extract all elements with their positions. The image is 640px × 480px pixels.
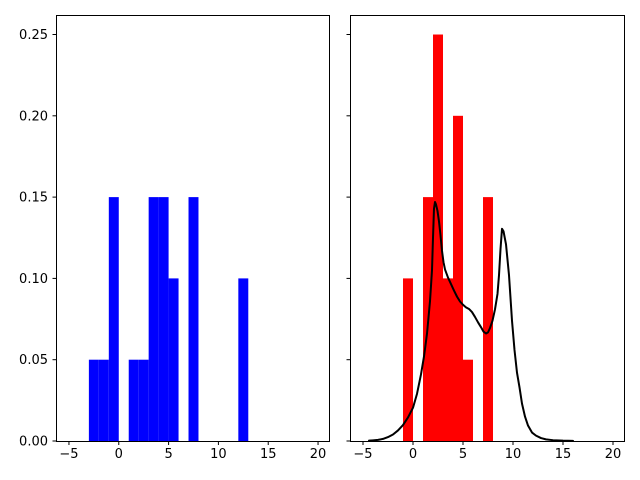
- histogram-bar: [108, 197, 119, 441]
- kde-curve: [368, 200, 574, 442]
- histogram-bar: [128, 359, 139, 441]
- histogram-bar: [483, 197, 493, 441]
- histogram-bar: [138, 359, 149, 441]
- histogram-bar: [463, 359, 473, 441]
- histogram-bar: [88, 359, 99, 441]
- y-tick-label: 0.10: [19, 272, 48, 287]
- x-tick-label: 15: [555, 447, 572, 462]
- histogram-bar: [443, 278, 453, 441]
- histogram-bar: [98, 359, 109, 441]
- x-tick-label: 10: [210, 447, 227, 462]
- x-tick-label: −5: [59, 447, 78, 462]
- histogram-bar: [433, 34, 443, 441]
- axes-spines: [350, 15, 625, 442]
- y-tick-label: 0.15: [19, 191, 48, 206]
- histogram-bar: [168, 278, 179, 441]
- y-tick-label: 0.05: [19, 353, 48, 368]
- y-tick-label: 0.00: [19, 435, 48, 450]
- x-tick-label: 0: [409, 447, 417, 462]
- subplot-right: −5 0 5 10 15 20: [346, 15, 625, 462]
- histogram-bar: [158, 197, 169, 441]
- x-tick-label: 5: [164, 447, 172, 462]
- subplot-left: −5 0 5 10 15 20 0.00 0.05 0.10 0.15 0.20 0.25: [19, 15, 330, 462]
- histogram-bar: [238, 278, 249, 441]
- x-tick-label: 15: [260, 447, 277, 462]
- histogram-bar: [188, 197, 199, 441]
- histogram-bar: [403, 278, 413, 441]
- x-tick-label: −5: [353, 447, 372, 462]
- y-tick-label: 0.25: [19, 28, 48, 43]
- x-tick-label: 5: [459, 447, 467, 462]
- x-tick-label: 20: [605, 447, 622, 462]
- x-tick-label: 10: [505, 447, 522, 462]
- x-tick-label: 0: [115, 447, 123, 462]
- y-tick-label: 0.20: [19, 109, 48, 124]
- x-tick-label: 20: [310, 447, 327, 462]
- histogram-bar: [453, 115, 463, 441]
- histogram-bar: [148, 197, 159, 441]
- axes-spines: [56, 15, 330, 442]
